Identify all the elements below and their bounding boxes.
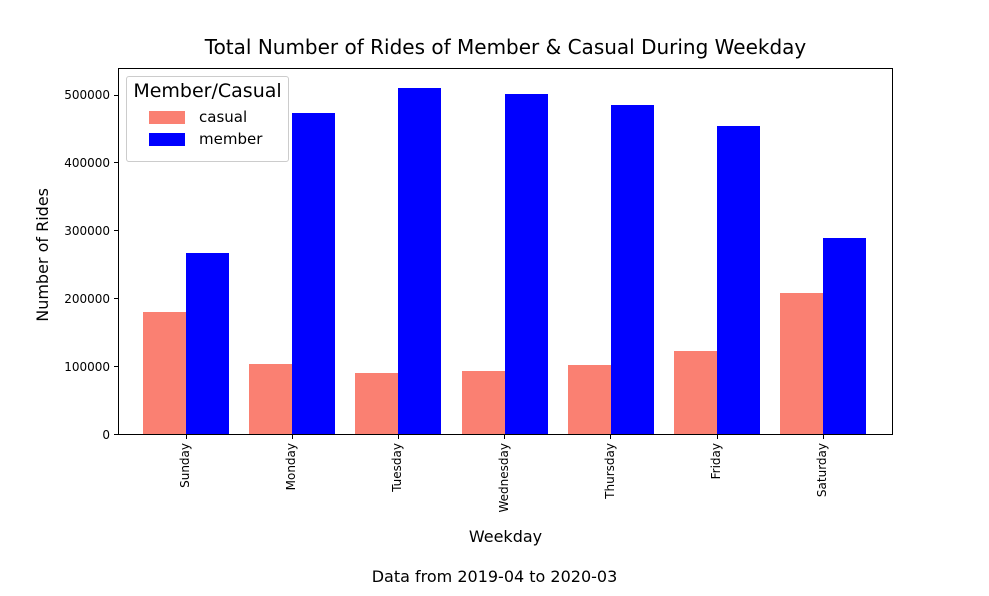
footer-note: Data from 2019-04 to 2020-03 [371, 567, 618, 586]
legend-item-casual: casual [131, 108, 284, 126]
bar-casual-monday [249, 363, 293, 435]
member-swatch [149, 133, 185, 146]
bar-casual-thursday [567, 364, 611, 435]
bar-casual-sunday [143, 311, 186, 435]
y-tick-label: 500000 [64, 88, 110, 102]
chart-title: Total Number of Rides of Member & Casual… [204, 35, 807, 59]
bar-member-monday [292, 113, 336, 435]
y-tick-label: 400000 [64, 155, 110, 170]
legend: Member/Casual casual member [126, 76, 289, 162]
x-tick-label: Wednesday [496, 443, 511, 513]
x-tick-label: Tuesday [390, 443, 405, 492]
x-tick-label: Friday [709, 443, 723, 480]
bar-member-wednesday [504, 94, 548, 435]
x-tick-label: Sunday [178, 443, 192, 488]
x-tick-mark [610, 435, 612, 439]
y-tick-label: 100000 [64, 359, 110, 374]
legend-item-label-member: member [199, 130, 263, 148]
x-tick-label: Saturday [815, 443, 830, 498]
x-tick-mark [504, 435, 506, 439]
y-tick-mark [114, 94, 118, 96]
x-tick-mark [185, 435, 187, 439]
y-tick-label: 0 [102, 427, 110, 442]
bar-member-sunday [186, 252, 229, 435]
x-tick-mark [397, 435, 399, 439]
legend-title: Member/Casual [133, 80, 282, 102]
bar-casual-wednesday [461, 371, 505, 435]
bar-casual-saturday [780, 292, 824, 435]
y-tick-mark [114, 162, 118, 164]
bar-member-saturday [823, 238, 867, 435]
x-tick-mark [822, 435, 824, 439]
bar-member-friday [717, 126, 760, 435]
bar-casual-friday [674, 350, 717, 435]
y-tick-label: 300000 [64, 223, 110, 238]
y-tick-mark [114, 434, 118, 435]
bar-member-thursday [610, 105, 654, 435]
x-tick-label: Monday [284, 443, 299, 491]
y-tick-label: 200000 [64, 291, 110, 306]
bar-member-tuesday [398, 88, 442, 435]
x-tick-label: Thursday [602, 443, 617, 499]
x-tick-mark [716, 435, 718, 439]
x-tick-mark [291, 435, 293, 439]
legend-item-label-casual: casual [199, 108, 248, 126]
y-tick-mark [114, 298, 118, 300]
y-tick-mark [114, 366, 118, 368]
legend-item-member: member [131, 130, 284, 148]
casual-swatch [149, 111, 185, 124]
x-axis-label: Weekday [468, 527, 543, 546]
y-tick-mark [114, 230, 118, 232]
bar-casual-tuesday [355, 372, 399, 435]
